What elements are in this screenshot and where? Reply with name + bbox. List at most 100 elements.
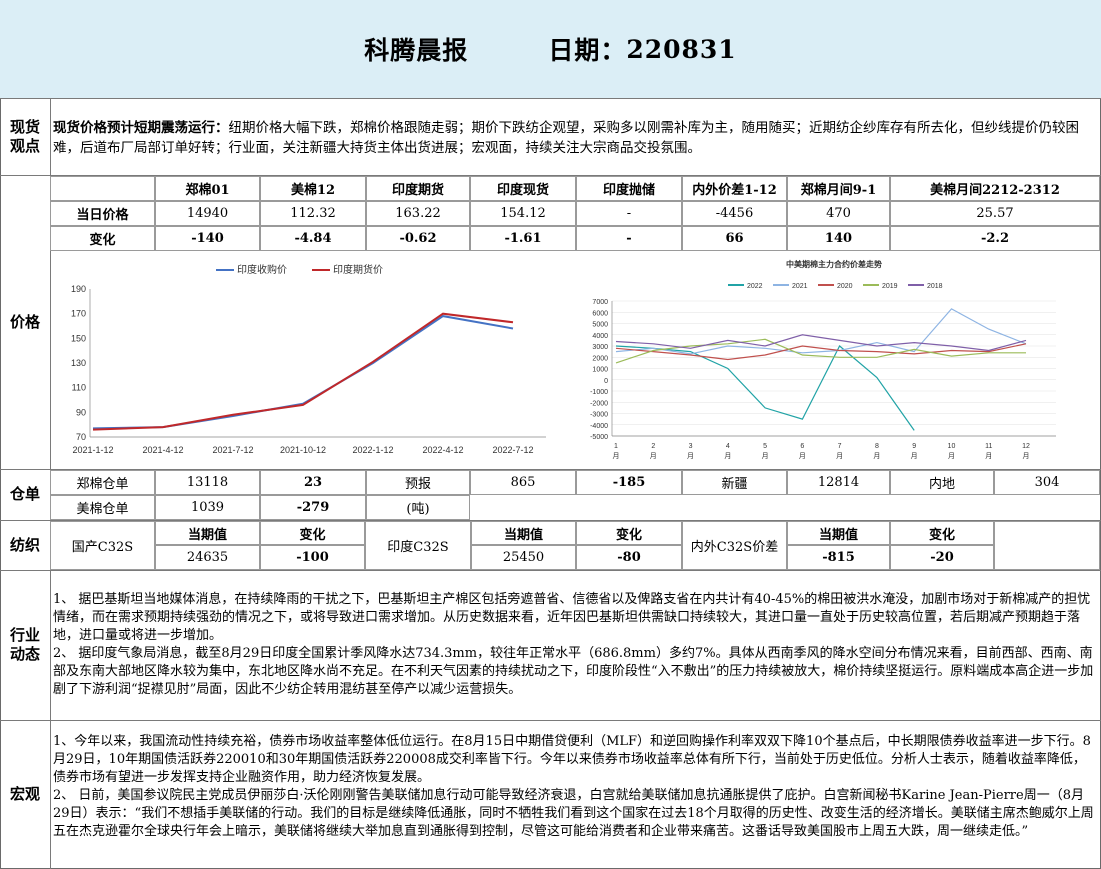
macro-news: 1、今年以来，我国流动性持续充裕，债券市场收益率整体低位运行。在8月15日中期借… <box>53 733 1095 841</box>
x-tick-label: 7 <box>838 443 842 450</box>
y-tick-label: 110 <box>72 383 86 393</box>
warehouse-cell: 郑棉仓单 <box>50 470 155 495</box>
x-tick-label: 4 <box>726 443 730 450</box>
legend-label: 2021 <box>792 283 808 290</box>
yarn-head: 变化 <box>890 521 994 545</box>
x-tick-label: 12 <box>1022 443 1030 450</box>
price-value: - <box>576 201 682 226</box>
legend-label: 2020 <box>837 283 853 290</box>
yarn-value: 25450 <box>471 545 576 570</box>
yarn-label: 纺织 <box>9 535 40 554</box>
price-change: -4.84 <box>260 226 366 251</box>
yarn-head: 当期值 <box>155 521 260 545</box>
warehouse-cell: 865 <box>470 470 576 495</box>
yarn-change: -80 <box>576 545 682 570</box>
price-header: 郑棉01 <box>155 176 260 201</box>
warehouse-cell: 304 <box>994 470 1100 495</box>
price-change: -140 <box>155 226 260 251</box>
price-label: 价格 <box>9 312 40 331</box>
x-tick-label: 2 <box>651 443 655 450</box>
y-tick-label: 190 <box>71 284 86 294</box>
x-tick-label: 2022-4-12 <box>422 445 463 455</box>
x-tick-label: 月 <box>687 452 694 460</box>
x-tick-label: 月 <box>613 452 620 460</box>
price-change: 140 <box>787 226 890 251</box>
warehouse-cell: (吨) <box>366 495 470 520</box>
price-value: 112.32 <box>260 201 366 226</box>
yarn-value: 24635 <box>155 545 260 570</box>
x-tick-label: 2022-1-12 <box>352 445 393 455</box>
yarn-head: 变化 <box>260 521 365 545</box>
x-tick-label: 月 <box>873 452 880 460</box>
price-corner-cell <box>50 176 155 201</box>
price-value: 14940 <box>155 201 260 226</box>
y-tick-label: -4000 <box>590 423 608 430</box>
india-price-chart: 印度收购价 印度期货价 190 170 150 130 110 90 70 2021-1-12 20… <box>71 263 546 455</box>
x-tick-label: 月 <box>650 452 657 460</box>
industry-label: 行业动态 <box>9 626 40 663</box>
macro-label: 宏观 <box>9 785 40 803</box>
legend-label: 2018 <box>927 283 943 290</box>
yarn-name: 印度C32S <box>365 521 471 570</box>
x-tick-label: 月 <box>762 452 769 460</box>
price-change: -1.61 <box>470 226 576 251</box>
x-tick-label: 月 <box>836 452 843 460</box>
y-tick-label: -1000 <box>590 389 608 396</box>
price-header: 郑棉月间9-1 <box>787 176 890 201</box>
yarn-value: -815 <box>787 545 890 570</box>
price-header: 印度抛储 <box>576 176 682 201</box>
x-tick-label: 6 <box>800 443 804 450</box>
industry-item-1: 1、 据巴基斯坦当地媒体消息，在持续降雨的干扰之下，巴基斯坦主产棉区包括旁遮普省… <box>53 592 1091 643</box>
price-value: 25.57 <box>890 201 1100 226</box>
price-change: - <box>576 226 682 251</box>
y-tick-label: -3000 <box>590 412 608 419</box>
yarn-head: 变化 <box>576 521 682 545</box>
price-header: 内外价差1-12 <box>682 176 787 201</box>
price-header: 美棉月间2212-2312 <box>890 176 1100 201</box>
series-line <box>615 345 915 431</box>
yarn-head: 当期值 <box>787 521 890 545</box>
date-label: 日期： <box>548 36 627 65</box>
x-tick-label: 2021-4-12 <box>142 445 183 455</box>
legend-label: 印度期货价 <box>333 263 383 276</box>
title-text: 科腾晨报 <box>364 36 469 65</box>
price-value: 154.12 <box>470 201 576 226</box>
price-header: 印度期货 <box>366 176 470 201</box>
y-tick-label: 4000 <box>592 333 608 340</box>
yarn-head: 当期值 <box>471 521 576 545</box>
yarn-name: 内外C32S价差 <box>682 521 787 570</box>
chart-title: 中美期棉主力合约价差走势 <box>786 259 882 269</box>
price-value: 163.22 <box>366 201 470 226</box>
yarn-change: -100 <box>260 545 365 570</box>
spot-label: 现货观点 <box>9 117 40 155</box>
y-tick-label: 150 <box>71 333 86 343</box>
price-value: -4456 <box>682 201 787 226</box>
price-header: 印度现货 <box>470 176 576 201</box>
price-header: 美棉12 <box>260 176 366 201</box>
warehouse-label: 仓单 <box>9 485 40 503</box>
series-line <box>92 312 514 431</box>
spot-text: 现货价格预计短期震荡运行：纽期价格大幅下跌，郑棉价格跟随走弱；期价下跌纺企观望，… <box>53 118 1093 158</box>
x-tick-label: 月 <box>799 452 806 460</box>
y-tick-label: -5000 <box>590 434 608 441</box>
x-tick-label: 10 <box>948 443 956 450</box>
y-tick-label: 1000 <box>592 367 608 374</box>
macro-item-1: 1、今年以来，我国流动性持续充裕，债券市场收益率整体低位运行。在8月15日中期借… <box>53 734 1091 785</box>
x-tick-label: 8 <box>875 443 879 450</box>
y-tick-label: 70 <box>76 432 86 442</box>
series-line <box>615 338 1026 364</box>
date-value: 220831 <box>626 34 737 64</box>
x-tick-label: 月 <box>948 452 955 460</box>
spot-lead: 现货价格预计短期震荡运行： <box>53 120 229 136</box>
industry-news: 1、 据巴基斯坦当地媒体消息，在持续降雨的干扰之下，巴基斯坦主产棉区包括旁遮普省… <box>53 591 1095 699</box>
x-tick-label: 2021-10-12 <box>280 445 326 455</box>
y-tick-label: 5000 <box>592 322 608 329</box>
warehouse-cell: -185 <box>576 470 682 495</box>
warehouse-cell: 内地 <box>890 470 994 495</box>
series-line <box>615 308 1027 355</box>
x-tick-label: 月 <box>724 452 731 460</box>
series-line <box>615 334 1027 352</box>
warehouse-cell: 新疆 <box>682 470 787 495</box>
yarn-blank <box>994 521 1100 570</box>
